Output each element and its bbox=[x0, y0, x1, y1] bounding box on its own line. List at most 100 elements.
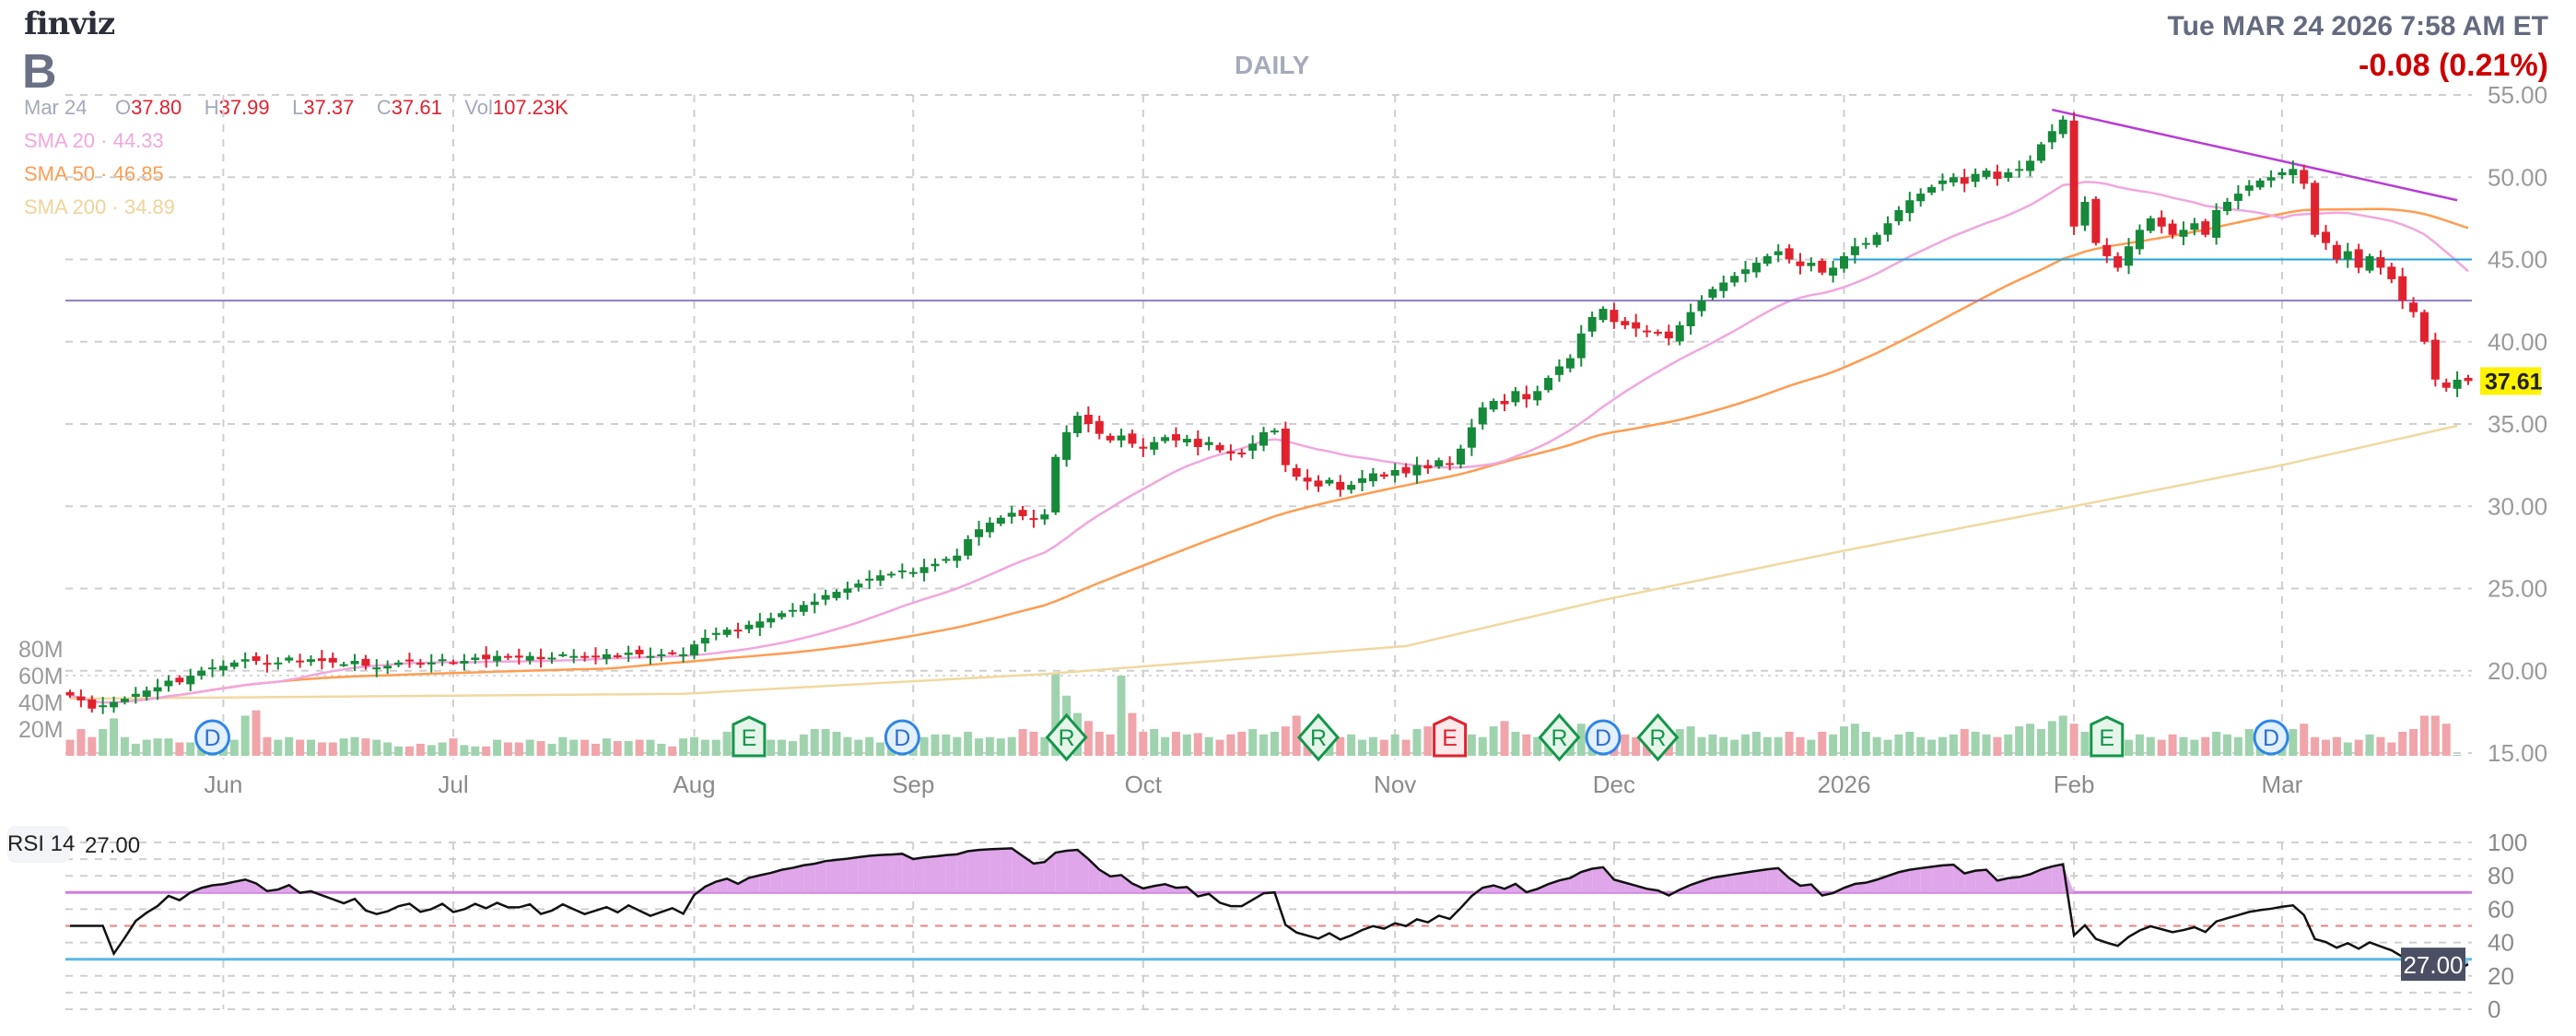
volume-bar bbox=[2376, 736, 2385, 756]
event-marker-R[interactable]: R bbox=[1538, 712, 1581, 762]
low-value: 37.37 bbox=[303, 96, 355, 119]
candle-body bbox=[1072, 416, 1082, 433]
candle-body bbox=[1861, 242, 1870, 245]
volume-bar bbox=[2453, 755, 2462, 756]
volume-bar bbox=[1872, 736, 1881, 756]
candle-body bbox=[2354, 249, 2363, 268]
rsi-overbought-fill bbox=[1778, 867, 1790, 893]
candle-body bbox=[2168, 223, 2177, 235]
rsi-value-tag bbox=[2401, 948, 2465, 982]
event-marker-E[interactable]: E bbox=[1433, 715, 1468, 758]
volume-bar bbox=[1347, 734, 1356, 756]
finviz-logo[interactable]: finviz bbox=[24, 6, 115, 42]
sma50-legend[interactable]: SMA 50 · 46.85 bbox=[24, 162, 164, 185]
candle-body bbox=[2069, 120, 2078, 227]
volume-bar bbox=[778, 739, 787, 756]
rsi-overbought-fill bbox=[869, 854, 881, 893]
volume-bar bbox=[339, 738, 348, 756]
volume-bar bbox=[2212, 731, 2221, 756]
candle-body bbox=[328, 657, 337, 663]
candle-body bbox=[919, 567, 929, 573]
earnings-icon bbox=[732, 715, 767, 758]
candle-body bbox=[689, 644, 698, 655]
price-axis-label: 15.00 bbox=[2488, 739, 2547, 767]
volume-bar bbox=[657, 743, 666, 756]
last-price-tag bbox=[2480, 367, 2541, 395]
event-marker-D[interactable]: D bbox=[1585, 719, 1622, 756]
candle-body bbox=[985, 523, 994, 533]
volume-bar bbox=[865, 736, 874, 756]
candle-body bbox=[1303, 477, 1312, 482]
rsi-overbought-fill bbox=[1898, 869, 1910, 893]
sma200-legend[interactable]: SMA 200 · 34.89 bbox=[24, 195, 175, 218]
candle-body bbox=[1040, 514, 1049, 520]
volume-bar bbox=[1401, 739, 1411, 756]
candle-body bbox=[394, 662, 404, 665]
volume-bar bbox=[2233, 736, 2242, 756]
volume-label: Vol bbox=[464, 96, 493, 119]
volume-bar bbox=[1840, 726, 1849, 756]
volume-bar bbox=[2430, 715, 2440, 756]
sma-value: 44.33 bbox=[112, 129, 164, 152]
candle-body bbox=[2441, 383, 2451, 388]
volume-bar bbox=[668, 746, 677, 756]
rsi-overbought-fill bbox=[1001, 848, 1013, 893]
time-axis-label: Nov bbox=[1374, 771, 1416, 798]
volume-bar bbox=[1686, 726, 1695, 756]
rsi-overbought-fill bbox=[814, 861, 826, 893]
event-marker-E[interactable]: E bbox=[2090, 715, 2125, 758]
rsi-indicator-label[interactable]: RSI 14 bbox=[7, 826, 75, 863]
dividend-icon bbox=[1585, 719, 1622, 756]
candle-body bbox=[1237, 453, 1247, 455]
event-label: E bbox=[742, 725, 757, 751]
price-axis-label: 40.00 bbox=[2488, 328, 2547, 356]
candle-body bbox=[110, 701, 119, 708]
candle-body bbox=[1621, 321, 1630, 325]
volume-bar bbox=[1708, 734, 1717, 756]
high-label: H bbox=[204, 96, 219, 119]
candle-body bbox=[142, 690, 151, 697]
rsi-overbought-fill bbox=[1723, 874, 1735, 893]
sma20-line bbox=[69, 181, 2469, 704]
volume-bar bbox=[876, 742, 885, 756]
event-marker-E[interactable]: E bbox=[732, 715, 767, 758]
rsi-overbought-fill bbox=[1964, 870, 1976, 893]
sma20-legend[interactable]: SMA 20 · 44.33 bbox=[24, 129, 164, 152]
volume-bar bbox=[142, 739, 151, 756]
event-marker-D[interactable]: D bbox=[2253, 719, 2289, 756]
event-marker-R[interactable]: R bbox=[1636, 712, 1680, 762]
rsi-overbought-fill bbox=[2008, 877, 2020, 893]
candle-body bbox=[2080, 202, 2090, 226]
candle-body bbox=[2015, 169, 2024, 171]
price-axis-label: 25.00 bbox=[2488, 575, 2547, 603]
volume-bar bbox=[1894, 734, 1903, 756]
event-marker-R[interactable]: R bbox=[1045, 712, 1088, 762]
volume-bar bbox=[2223, 734, 2232, 756]
event-marker-D[interactable]: D bbox=[194, 719, 231, 756]
volume-bar bbox=[1762, 736, 1772, 756]
event-marker-R[interactable]: R bbox=[1296, 712, 1340, 762]
rsi-overbought-fill bbox=[1767, 867, 1779, 893]
candle-body bbox=[1412, 465, 1422, 476]
volume-bar bbox=[350, 736, 359, 756]
volume-bar bbox=[460, 745, 469, 756]
candle-body bbox=[668, 652, 677, 654]
volume-bar bbox=[700, 739, 709, 756]
volume-bar bbox=[1818, 731, 1827, 756]
volume-bar bbox=[1379, 739, 1388, 756]
candle-body bbox=[503, 655, 512, 658]
event-marker-D[interactable]: D bbox=[884, 719, 920, 756]
candle-body bbox=[383, 665, 392, 669]
rsi-overbought-fill bbox=[234, 879, 246, 893]
volume-bar bbox=[2365, 734, 2374, 756]
candle-body bbox=[1938, 180, 1947, 184]
event-label: R bbox=[1059, 725, 1075, 751]
volume-bar bbox=[2409, 729, 2418, 756]
rsi-overbought-fill bbox=[924, 856, 935, 893]
sma50-line bbox=[69, 207, 2469, 704]
ticker-symbol: B bbox=[22, 45, 57, 99]
rsi-overbought-fill bbox=[1996, 877, 2008, 893]
event-label: D bbox=[1595, 725, 1611, 751]
candle-body bbox=[306, 659, 315, 663]
